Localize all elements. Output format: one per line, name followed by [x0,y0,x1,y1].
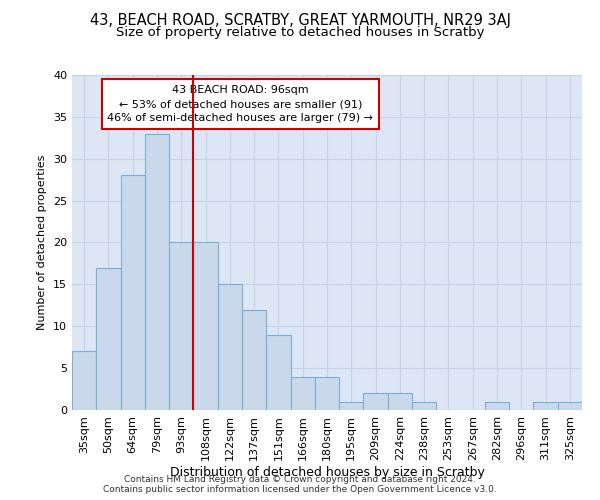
Bar [218,284,242,410]
X-axis label: Distribution of detached houses by size in Scratby: Distribution of detached houses by size … [170,466,484,478]
Bar [412,402,436,410]
Bar [339,402,364,410]
Bar [558,402,582,410]
Bar [533,402,558,410]
Y-axis label: Number of detached properties: Number of detached properties [37,155,47,330]
Bar [242,310,266,410]
Bar [290,376,315,410]
Text: Size of property relative to detached houses in Scratby: Size of property relative to detached ho… [116,26,484,39]
Bar [193,242,218,410]
Bar [485,402,509,410]
Bar [266,334,290,410]
Text: 43 BEACH ROAD: 96sqm
← 53% of detached houses are smaller (91)
46% of semi-detac: 43 BEACH ROAD: 96sqm ← 53% of detached h… [107,85,373,123]
Bar [121,176,145,410]
Bar [388,393,412,410]
Text: Contains HM Land Registry data © Crown copyright and database right 2024.
Contai: Contains HM Land Registry data © Crown c… [103,474,497,494]
Bar [315,376,339,410]
Bar [96,268,121,410]
Bar [364,393,388,410]
Bar [72,352,96,410]
Bar [145,134,169,410]
Text: 43, BEACH ROAD, SCRATBY, GREAT YARMOUTH, NR29 3AJ: 43, BEACH ROAD, SCRATBY, GREAT YARMOUTH,… [89,12,511,28]
Bar [169,242,193,410]
